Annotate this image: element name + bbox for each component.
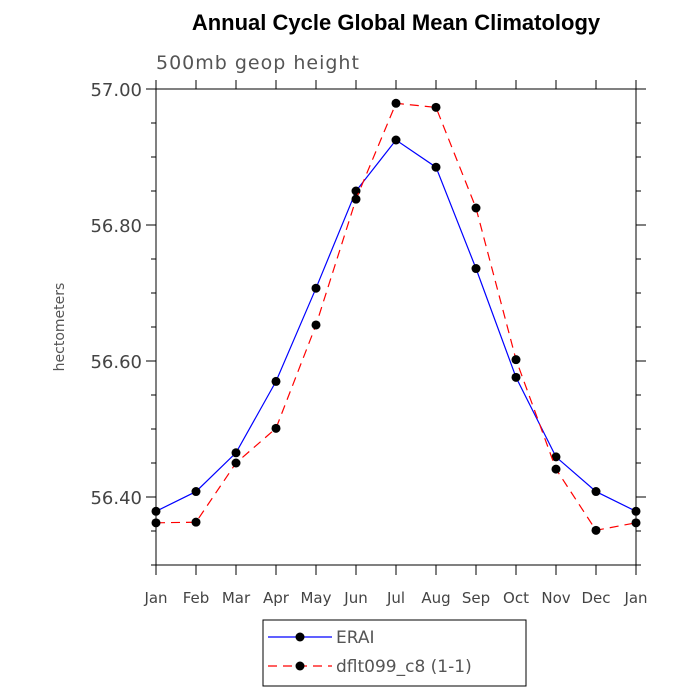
data-point (191, 487, 201, 497)
data-point (631, 518, 641, 528)
x-tick-label: Jul (386, 589, 405, 607)
x-tick-label: Dec (581, 589, 610, 607)
x-tick-label: Apr (263, 589, 290, 607)
chart-subtitle: 500mb geop height (156, 52, 360, 74)
plot-frame (155, 88, 637, 566)
x-tick-label: Mar (222, 589, 251, 607)
data-point (471, 203, 481, 213)
series-line (155, 102, 637, 531)
data-point (311, 283, 321, 293)
data-point (351, 194, 361, 204)
x-tick-label: Jan (143, 589, 167, 607)
y-tick-label: 56.80 (90, 216, 142, 237)
series-line (155, 139, 637, 512)
data-point (551, 464, 561, 474)
data-point (431, 102, 441, 112)
legend: ERAI dflt099_c8 (1-1) (262, 619, 527, 687)
y-tick-label: 57.00 (90, 80, 142, 101)
legend-label-dflt: dflt099_c8 (1-1) (336, 657, 472, 677)
x-tick-label: Jan (623, 589, 647, 607)
data-point (271, 376, 281, 386)
y-tick-label: 56.40 (90, 488, 142, 509)
y-tick-label: 56.60 (90, 352, 142, 373)
x-tick-label: Sep (462, 589, 490, 607)
series-1 (151, 98, 641, 535)
data-point (311, 320, 321, 330)
data-point (511, 372, 521, 382)
legend-marker-dflt (295, 661, 305, 671)
data-point (511, 355, 521, 365)
x-tick-label: Feb (183, 589, 210, 607)
data-point (231, 448, 241, 458)
series-0 (151, 135, 641, 516)
legend-box (262, 619, 527, 687)
data-point (151, 506, 161, 516)
data-point (471, 264, 481, 274)
y-axis-label: hectometers (52, 283, 68, 372)
series-group (151, 98, 641, 535)
data-point (351, 186, 361, 196)
x-tick-label: Jun (343, 589, 367, 607)
legend-marker-erai (295, 632, 305, 642)
data-point (271, 423, 281, 433)
data-point (431, 162, 441, 172)
chart-title: Annual Cycle Global Mean Climatology (192, 10, 601, 35)
data-point (151, 518, 161, 528)
data-point (391, 98, 401, 108)
data-point (391, 135, 401, 145)
data-point (551, 452, 561, 462)
data-point (591, 487, 601, 497)
x-tick-label: Oct (503, 589, 529, 607)
legend-label-erai: ERAI (336, 628, 375, 648)
x-tick-label: Aug (421, 589, 450, 607)
axes-ticks: Jan Feb Mar Apr May Jun Jul Aug Sep Oct Nov Dec Jan 5… (90, 80, 648, 607)
data-point (631, 506, 641, 516)
x-tick-label: May (300, 589, 331, 607)
x-tick-label: Nov (541, 589, 570, 607)
data-point (191, 517, 201, 527)
data-point (591, 525, 601, 535)
data-point (231, 458, 241, 468)
